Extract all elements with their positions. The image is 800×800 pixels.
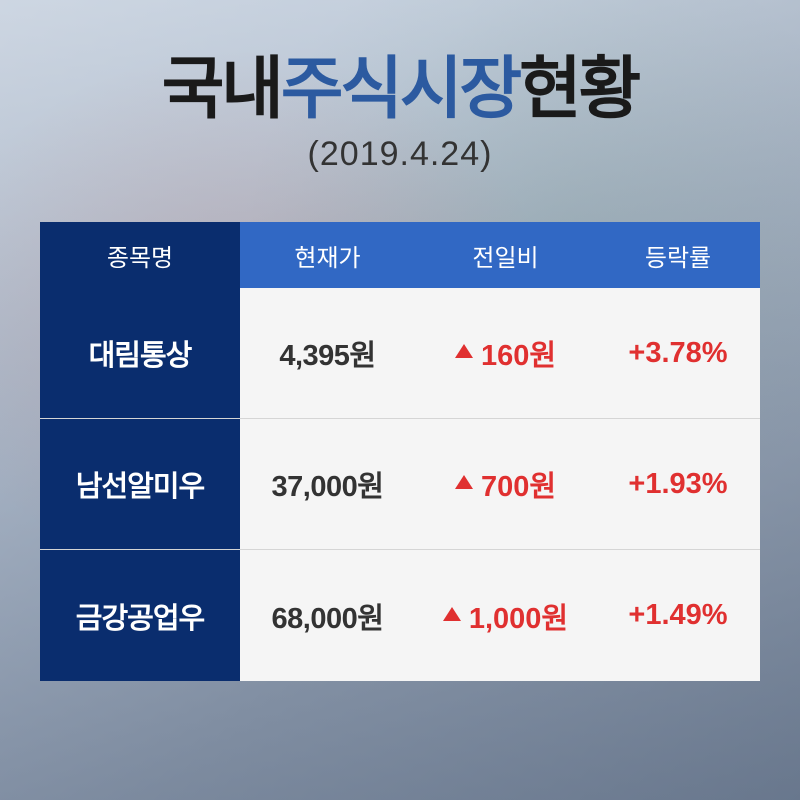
change-cell: 700원 [415, 419, 596, 549]
header-stock-name: 종목명 [40, 222, 240, 288]
rate-cell: +3.78% [596, 288, 760, 418]
stock-name-cell: 대림통상 [40, 288, 240, 418]
price-cell: 4,395원 [240, 288, 415, 418]
title-part-3: 현황 [519, 51, 638, 127]
change-value: 160원 [481, 332, 556, 374]
title-part-1: 국내 [162, 51, 281, 127]
stock-name-cell: 금강공업우 [40, 550, 240, 681]
stock-table: 종목명 현재가 전일비 등락률 대림통상 4,395원 160원 +3.78% … [40, 222, 760, 681]
price-cell: 68,000원 [240, 550, 415, 681]
header-change: 전일비 [415, 222, 596, 288]
table-header-row: 종목명 현재가 전일비 등락률 [40, 222, 760, 288]
change-cell: 160원 [415, 288, 596, 418]
date-label: (2019.4.24) [308, 135, 493, 174]
up-triangle-icon [455, 344, 473, 358]
table-row: 대림통상 4,395원 160원 +3.78% [40, 288, 760, 419]
page-title: 국내주식시장현황 [162, 55, 639, 123]
title-part-2: 주식시장 [281, 51, 519, 127]
table-row: 금강공업우 68,000원 1,000원 +1.49% [40, 550, 760, 681]
rate-cell: +1.49% [596, 550, 760, 681]
stock-name-cell: 남선알미우 [40, 419, 240, 549]
table-row: 남선알미우 37,000원 700원 +1.93% [40, 419, 760, 550]
up-triangle-icon [455, 475, 473, 489]
price-cell: 37,000원 [240, 419, 415, 549]
change-value: 1,000원 [469, 595, 568, 637]
header-current-price: 현재가 [240, 222, 415, 288]
change-cell: 1,000원 [415, 550, 596, 681]
up-triangle-icon [443, 607, 461, 621]
header-rate: 등락률 [596, 222, 760, 288]
rate-cell: +1.93% [596, 419, 760, 549]
main-container: 국내주식시장현황 (2019.4.24) 종목명 현재가 전일비 등락률 대림통… [0, 0, 800, 800]
change-value: 700원 [481, 463, 556, 505]
